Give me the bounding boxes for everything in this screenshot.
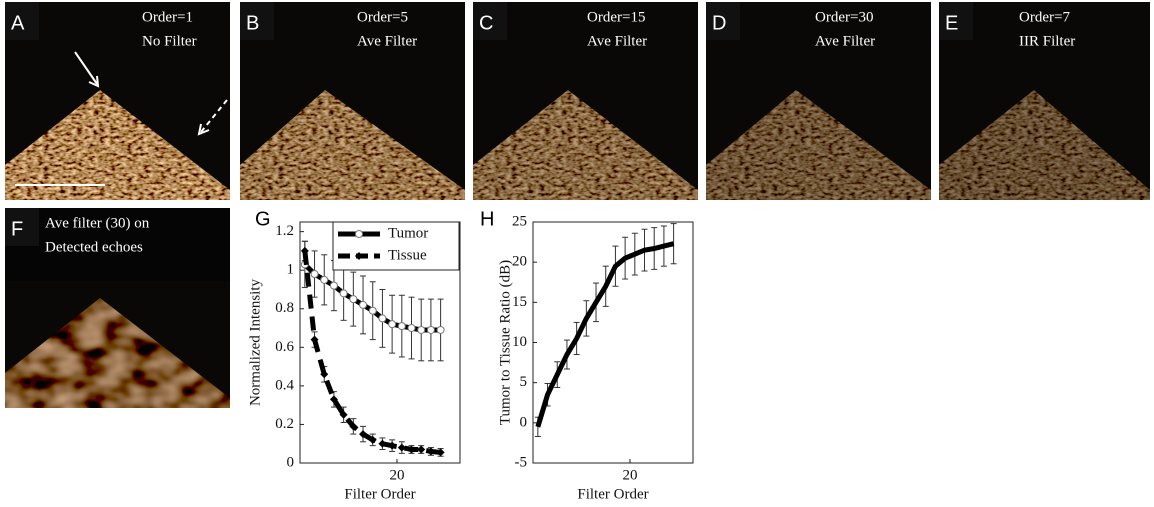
marker — [378, 439, 387, 448]
image-panel: B Order=5 Ave Filter — [240, 2, 465, 200]
marker — [388, 441, 397, 450]
x-axis-label: Filter Order — [577, 486, 648, 502]
letter-box — [5, 208, 39, 246]
marker — [397, 443, 406, 452]
marker — [359, 300, 368, 309]
marker — [368, 306, 377, 315]
marker — [339, 410, 348, 419]
header-band — [5, 208, 230, 281]
panel-letter: B — [246, 12, 259, 34]
marker — [436, 448, 445, 457]
y-axis-label: Normalized Intensity — [247, 278, 263, 406]
legend-marker — [355, 252, 363, 260]
y-tick-label: 0.6 — [275, 339, 294, 355]
panel-caption: Order=5 — [357, 9, 408, 25]
letter-box — [473, 2, 507, 40]
legend-label: Tumor — [388, 225, 428, 241]
marker — [378, 314, 387, 323]
x-axis-label: Filter Order — [344, 486, 415, 502]
marker — [349, 295, 358, 304]
x-tick-label: 20 — [389, 467, 404, 483]
dashed-arrow — [200, 99, 228, 133]
image-panel: E Order=7 IIR Filter — [939, 2, 1150, 200]
marker — [349, 422, 358, 431]
panel-caption: Ave Filter — [587, 33, 647, 49]
marker — [339, 289, 348, 298]
panel-letter: A — [11, 12, 25, 34]
y-tick-label: 0.4 — [275, 377, 294, 393]
y-tick-label: 0 — [287, 454, 295, 470]
y-tick-label: 5 — [520, 374, 528, 390]
marker — [368, 435, 377, 444]
image-panel: F Ave filter (30) on Detected echoes — [5, 208, 230, 408]
marker — [329, 395, 338, 404]
panel-caption: Order=1 — [142, 9, 193, 25]
panel-letter: H — [480, 208, 494, 230]
letter-box — [5, 2, 39, 40]
marker — [397, 322, 406, 331]
panel-caption: Ave Filter — [357, 33, 417, 49]
legend-box — [332, 221, 460, 271]
panel-caption: No Filter — [142, 33, 197, 49]
marker — [329, 281, 338, 290]
y-tick-label: 1 — [287, 262, 295, 278]
x-tick-label: 20 — [622, 467, 637, 483]
arrow-head — [197, 123, 210, 136]
plot-frame — [532, 221, 694, 464]
marker — [417, 445, 426, 454]
panel-caption: Order=15 — [587, 9, 645, 25]
panel-letter: C — [479, 12, 493, 34]
marker — [320, 370, 329, 379]
marker — [310, 335, 319, 344]
marker — [407, 324, 416, 333]
y-axis-label: Tumor to Tissue Ratio (dB) — [497, 260, 513, 425]
panel-caption: Ave filter (30) on — [45, 215, 150, 231]
letter-box — [706, 2, 740, 40]
panel-caption: Ave Filter — [815, 33, 875, 49]
panel-letter: E — [945, 12, 958, 34]
panel-letter: D — [712, 12, 726, 34]
y-tick-label: 10 — [512, 334, 527, 350]
y-tick-label: -5 — [515, 454, 528, 470]
marker — [407, 445, 416, 454]
image-panel: A Order=1 No Filter — [5, 2, 230, 200]
panel-caption: IIR Filter — [1019, 33, 1075, 49]
letter-box — [240, 2, 274, 40]
panel-caption: Order=30 — [815, 9, 873, 25]
arrow — [74, 51, 98, 85]
y-tick-label: 0.2 — [275, 416, 294, 432]
y-tick-label: 1.2 — [275, 223, 294, 239]
legend-label: Tissue — [388, 247, 427, 263]
marker — [300, 246, 309, 255]
marker — [426, 325, 435, 334]
marker — [359, 430, 368, 439]
image-panel: D Order=30 Ave Filter — [706, 2, 931, 200]
series-line — [535, 241, 675, 428]
legend-marker — [355, 230, 363, 238]
marker — [310, 270, 319, 279]
marker — [388, 320, 397, 329]
y-tick-label: 15 — [512, 294, 527, 310]
panel-letter: G — [255, 208, 271, 230]
y-tick-label: 0 — [520, 414, 528, 430]
panel-caption: Order=7 — [1019, 9, 1070, 25]
marker — [426, 447, 435, 456]
panel-letter: F — [11, 218, 23, 240]
marker — [436, 325, 445, 334]
panel-caption: Detected echoes — [45, 239, 143, 255]
y-tick-label: 0.8 — [275, 300, 294, 316]
marker — [320, 275, 329, 284]
y-tick-label: 25 — [512, 213, 527, 229]
letter-box — [939, 2, 973, 40]
arrow-head — [88, 75, 100, 88]
marker — [417, 325, 426, 334]
y-tick-label: 20 — [512, 254, 527, 270]
image-panel: C Order=15 Ave Filter — [473, 2, 698, 200]
